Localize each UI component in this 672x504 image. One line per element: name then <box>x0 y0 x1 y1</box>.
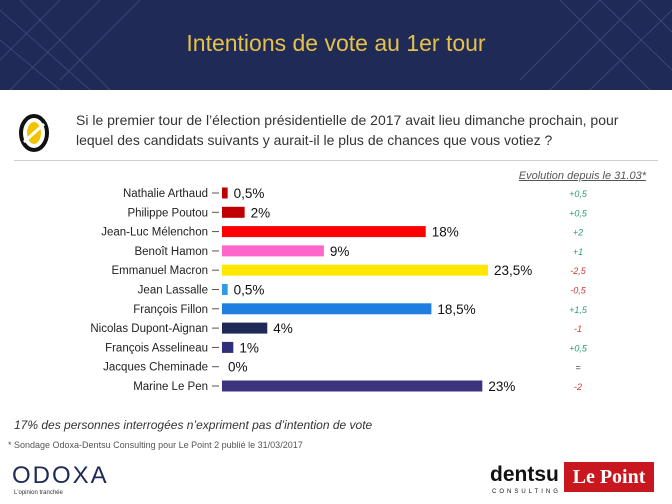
category-label: Jean Lassalle <box>138 285 208 297</box>
evolution-label: -0,5 <box>570 286 587 296</box>
bar <box>222 380 483 392</box>
evolution-label: +0,5 <box>569 343 588 353</box>
odoxa-logo: ODOXA <box>12 462 109 489</box>
evolution-label: +1 <box>573 247 583 257</box>
value-label: 0% <box>228 360 248 375</box>
category-label: François Fillon <box>133 304 208 316</box>
separator <box>14 160 658 161</box>
value-label: 2% <box>251 205 271 220</box>
bar <box>222 206 245 218</box>
value-label: 4% <box>273 321 293 336</box>
bar <box>222 303 432 315</box>
value-label: 0,5% <box>234 283 265 298</box>
category-label: Emmanuel Macron <box>111 265 208 277</box>
bar <box>222 226 426 238</box>
bar <box>222 187 228 199</box>
bar-chart: Nathalie Arthaud 0,5% +0,5 Philippe Poutou 2… <box>90 186 588 394</box>
evolution-label: +0,5 <box>569 189 588 199</box>
page-title: Intentions de vote au 1er tour <box>186 30 486 56</box>
dentsu-sublabel: CONSULTING <box>492 489 561 495</box>
category-label: Nicolas Dupont-Aignan <box>90 323 208 335</box>
bar <box>222 284 228 295</box>
footnote: 17% des personnes interrogées n’exprimen… <box>14 418 373 432</box>
value-label: 0,5% <box>234 186 265 201</box>
value-label: 23% <box>488 379 515 394</box>
header-decoration <box>0 0 672 90</box>
bar <box>222 322 268 334</box>
bar <box>222 264 488 276</box>
lepoint-logo: Le Point <box>564 462 654 492</box>
category-label: Philippe Poutou <box>127 207 208 219</box>
header-banner: Intentions de vote au 1er tour <box>0 0 672 90</box>
category-label: Nathalie Arthaud <box>123 188 208 200</box>
odoxa-tagline: L'opinion tranchée <box>14 490 63 496</box>
bar <box>222 245 324 257</box>
source-note: * Sondage Odoxa-Dentsu Consulting pour L… <box>8 440 303 450</box>
evolution-label: -2 <box>574 382 582 392</box>
evolution-label: -2,5 <box>570 266 587 276</box>
evolution-label: -1 <box>574 324 582 334</box>
category-label: Jean-Luc Mélenchon <box>101 227 208 239</box>
bar <box>222 341 234 353</box>
question-text: Si le premier tour de l’élection préside… <box>76 112 619 148</box>
category-label: Jacques Cheminade <box>103 362 208 374</box>
evolution-label: +1,5 <box>569 305 588 315</box>
category-label: Marine Le Pen <box>133 381 208 393</box>
value-label: 18,5% <box>437 302 475 317</box>
dentsu-logo: dentsu <box>490 463 559 486</box>
evolution-header: Evolution depuis le 31.03* <box>518 170 646 182</box>
value-label: 9% <box>330 244 350 259</box>
value-label: 1% <box>239 340 259 355</box>
value-label: 18% <box>432 225 459 240</box>
evolution-label: = <box>575 363 580 373</box>
value-label: 23,5% <box>494 263 532 278</box>
category-label: François Asselineau <box>105 342 208 354</box>
odoxa-badge-icon <box>18 112 50 159</box>
category-label: Benoît Hamon <box>134 246 208 258</box>
evolution-label: +0,5 <box>569 208 588 218</box>
evolution-label: +2 <box>573 228 583 238</box>
